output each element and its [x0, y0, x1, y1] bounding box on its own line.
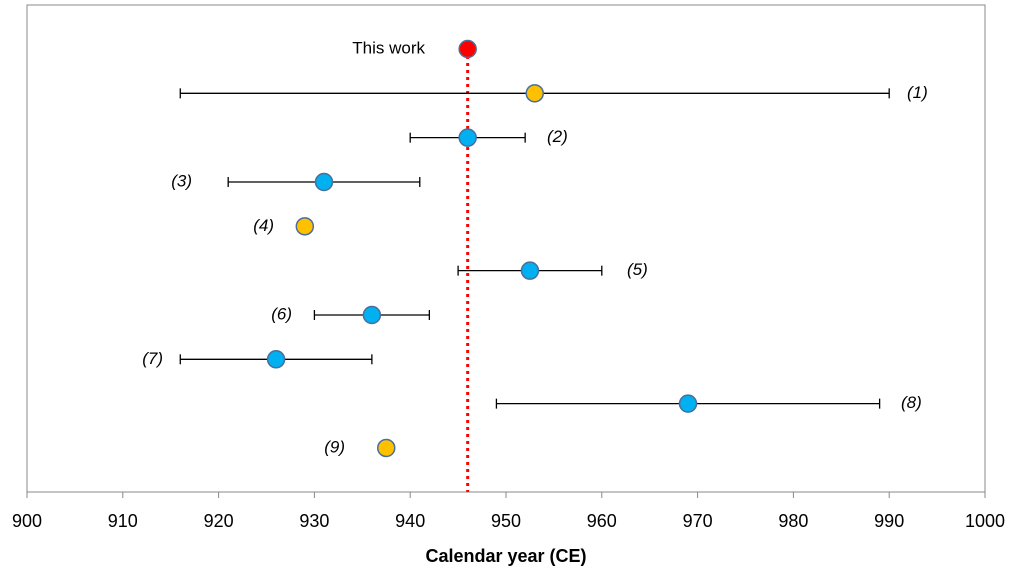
point-label: (2)	[547, 127, 568, 146]
point-label: (5)	[627, 260, 648, 279]
data-point	[377, 438, 396, 458]
point-label: (3)	[171, 171, 192, 190]
point-label: This work	[352, 38, 425, 57]
point-label: (7)	[142, 349, 163, 368]
data-point	[525, 84, 544, 103]
data-point	[362, 305, 382, 325]
plot-frame	[26, 4, 986, 493]
point-label: (4)	[253, 216, 274, 235]
x-tick-label: 980	[778, 511, 808, 531]
x-tick-label: 930	[299, 511, 329, 531]
x-tick-label: 1000	[965, 511, 1005, 531]
x-tick-label: 990	[874, 511, 904, 531]
point-label: (9)	[324, 437, 345, 456]
data-point	[678, 394, 698, 413]
x-axis-title: Calendar year (CE)	[425, 546, 586, 566]
point-label: (1)	[907, 83, 928, 102]
data-point	[266, 350, 286, 369]
x-tick-label: 940	[395, 511, 425, 531]
point-label: (8)	[901, 393, 922, 412]
data-point	[295, 217, 315, 236]
x-tick-label: 920	[204, 511, 234, 531]
x-tick-label: 900	[12, 511, 42, 531]
data-point	[314, 172, 334, 192]
point-label: (6)	[271, 304, 292, 323]
x-tick-label: 960	[587, 511, 617, 531]
x-tick-label: 910	[108, 511, 138, 531]
data-point	[458, 39, 477, 59]
x-tick-label: 970	[683, 511, 713, 531]
data-point	[458, 128, 477, 147]
data-point	[520, 261, 540, 280]
x-tick-label: 950	[491, 511, 521, 531]
